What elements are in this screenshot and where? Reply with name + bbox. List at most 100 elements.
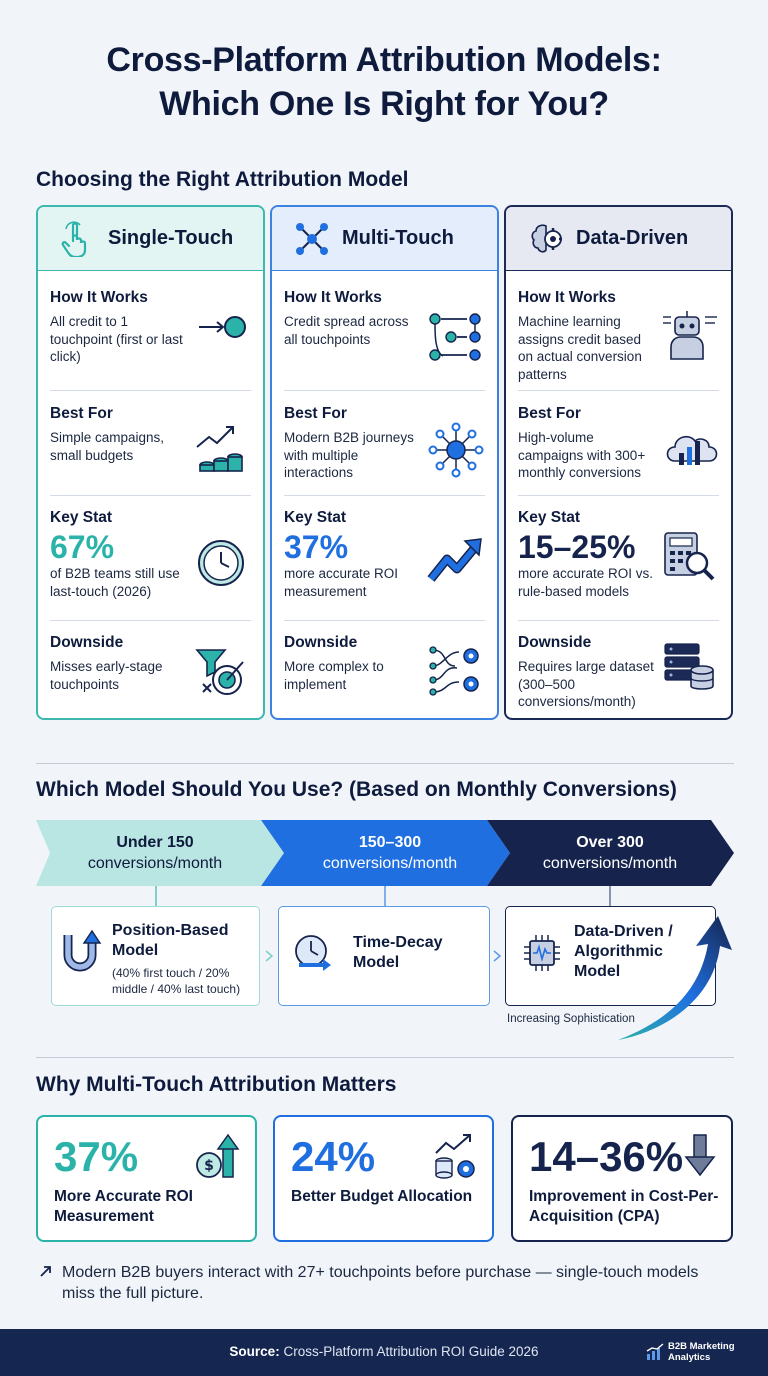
row-label: Best For	[284, 405, 347, 422]
card-header: Multi-Touch	[272, 207, 497, 271]
downside-row: Downside More complex to implement	[284, 634, 485, 696]
calculator-search-icon	[661, 529, 719, 587]
source-text: Cross-Platform Attribution ROI Guide 202…	[283, 1344, 539, 1359]
card-single-touch: Single-Touch How It Works All credit to …	[36, 205, 265, 720]
row-text: Machine learning assigns credit based on…	[518, 314, 642, 382]
model-title-line: Algorithmic	[574, 943, 663, 960]
downside-row: Downside Misses early-stage touchpoints	[50, 634, 251, 695]
brand-logo: B2B Marketing Analytics	[646, 1341, 735, 1363]
tier-unit: conversions/month	[542, 855, 678, 872]
model-title: Position-Based Model	[112, 921, 228, 961]
section-heading-which-model: Which Model Should You Use? (Based on Mo…	[36, 778, 677, 801]
section-divider	[36, 763, 734, 764]
stat-value: 37%	[284, 529, 349, 565]
row-text: Requires large dataset (300–500 conversi…	[518, 659, 654, 709]
row-label: Best For	[518, 405, 581, 422]
stat-value: 14–36%	[529, 1133, 684, 1180]
divider	[518, 620, 719, 621]
model-title-line: Model	[112, 942, 159, 959]
stat-label: Better Budget Allocation	[291, 1188, 473, 1205]
divider	[50, 620, 251, 621]
key-stat-row: Key Stat 37% more accurate ROI measureme…	[284, 509, 485, 600]
model-data-driven-algorithmic: Data-Driven / Algorithmic Model	[505, 906, 716, 1006]
tier-range: Over 300	[576, 834, 644, 851]
stat-text: more accurate ROI vs. rule-based models	[518, 566, 654, 599]
hub-network-icon	[427, 421, 485, 479]
brand-line: B2B Marketing	[668, 1341, 735, 1352]
row-text: Misses early-stage touchpoints	[50, 659, 163, 692]
model-title: Data-Driven / Algorithmic Model	[574, 922, 673, 982]
row-text: Modern B2B journeys with multiple intera…	[284, 430, 414, 480]
footer: Source: Cross-Platform Attribution ROI G…	[0, 1329, 768, 1376]
stat-text: more accurate ROI measurement	[284, 566, 399, 599]
clock-icon	[193, 535, 251, 593]
multi-path-icon	[427, 309, 485, 367]
tier-label-over-300: Over 300 conversions/month	[505, 820, 715, 886]
tier-range: Under 150	[116, 834, 194, 851]
best-for-row: Best For Simple campaigns, small budgets	[50, 405, 251, 472]
section-heading-choosing: Choosing the Right Attribution Model	[36, 168, 409, 191]
hand-pointer-icon	[60, 220, 96, 257]
clock-arrow-icon	[293, 933, 333, 973]
divider	[518, 390, 719, 391]
model-time-decay: Time-Decay Model	[278, 906, 490, 1006]
connector-line	[609, 886, 611, 906]
row-label: How It Works	[284, 289, 382, 306]
conversion-tiers-band	[36, 820, 734, 886]
divider	[50, 495, 251, 496]
key-stat-row: Key Stat 15–25% more accurate ROI vs. ru…	[518, 509, 719, 600]
brand-line: Analytics	[668, 1352, 711, 1363]
arrow-to-dot-icon	[193, 307, 251, 365]
row-label: Key Stat	[284, 509, 347, 526]
model-title-line: Position-Based	[112, 922, 229, 939]
row-text: High-volume campaigns with 300+ monthly …	[518, 430, 646, 480]
row-text: All credit to 1 touchpoint (first or las…	[50, 314, 183, 364]
stat-card-cpa: 14–36% Improvement in Cost-Per-Acquisiti…	[511, 1115, 733, 1242]
row-label: Best For	[50, 405, 113, 422]
trend-arrow-icon	[40, 1266, 51, 1277]
stat-card-budget: 24% Better Budget Allocation	[273, 1115, 494, 1242]
complex-gears-icon	[427, 642, 485, 700]
cloud-chart-icon	[661, 421, 719, 479]
connector-line	[384, 886, 386, 906]
u-turn-arrow-icon	[60, 929, 102, 973]
dollar-up-icon: $	[195, 1131, 241, 1181]
best-for-row: Best For Modern B2B journeys with multip…	[284, 405, 485, 482]
source-line: Source: Cross-Platform Attribution ROI G…	[0, 1344, 768, 1359]
model-title: Time-Decay Model	[353, 933, 443, 973]
sophistication-arrow-icon	[618, 916, 732, 1040]
row-label: Downside	[50, 634, 124, 651]
coins-gear-chart-icon	[432, 1131, 478, 1181]
model-title-line: Model	[353, 954, 400, 971]
section-divider	[36, 1057, 734, 1058]
tier-chevron-3	[487, 820, 734, 886]
how-it-works-row: How It Works All credit to 1 touchpoint …	[50, 289, 251, 366]
card-title: Data-Driven	[576, 227, 689, 249]
card-title: Single-Touch	[108, 227, 234, 249]
stat-label: Improvement in Cost-Per-Acquisition (CPA…	[529, 1188, 719, 1225]
divider	[50, 390, 251, 391]
title-line-2: Which One Is Right for You?	[159, 85, 609, 123]
trend-up-arrow-icon	[427, 533, 485, 591]
how-it-works-row: How It Works Credit spread across all to…	[284, 289, 485, 361]
source-label: Source:	[229, 1344, 280, 1359]
model-title-line: Time-Decay	[353, 934, 443, 951]
bar-chart-logo-icon	[646, 1343, 664, 1360]
stat-value: 37%	[54, 1133, 139, 1180]
title-line-1: Cross-Platform Attribution Models:	[106, 41, 662, 79]
divider	[284, 620, 485, 621]
touchpoints-note: Modern B2B buyers interact with 27+ touc…	[62, 1264, 699, 1302]
stat-value: 24%	[291, 1133, 376, 1180]
page-title: Cross-Platform Attribution Models: Which…	[0, 38, 768, 126]
row-text: Simple campaigns, small budgets	[50, 430, 165, 463]
row-label: How It Works	[50, 289, 148, 306]
row-label: How It Works	[518, 289, 616, 306]
tier-chevron-2	[261, 820, 510, 886]
stat-text: of B2B teams still use last-touch (2026)	[50, 566, 180, 599]
card-multi-touch: Multi-Touch How It Works Credit spread a…	[270, 205, 499, 720]
chevron-right-icon	[265, 950, 274, 962]
model-note: (40% first touch / 20% middle / 40% last…	[112, 966, 241, 996]
row-label: Key Stat	[518, 509, 581, 526]
best-for-row: Best For High-volume campaigns with 300+…	[518, 405, 719, 482]
svg-text:$: $	[204, 1158, 214, 1174]
